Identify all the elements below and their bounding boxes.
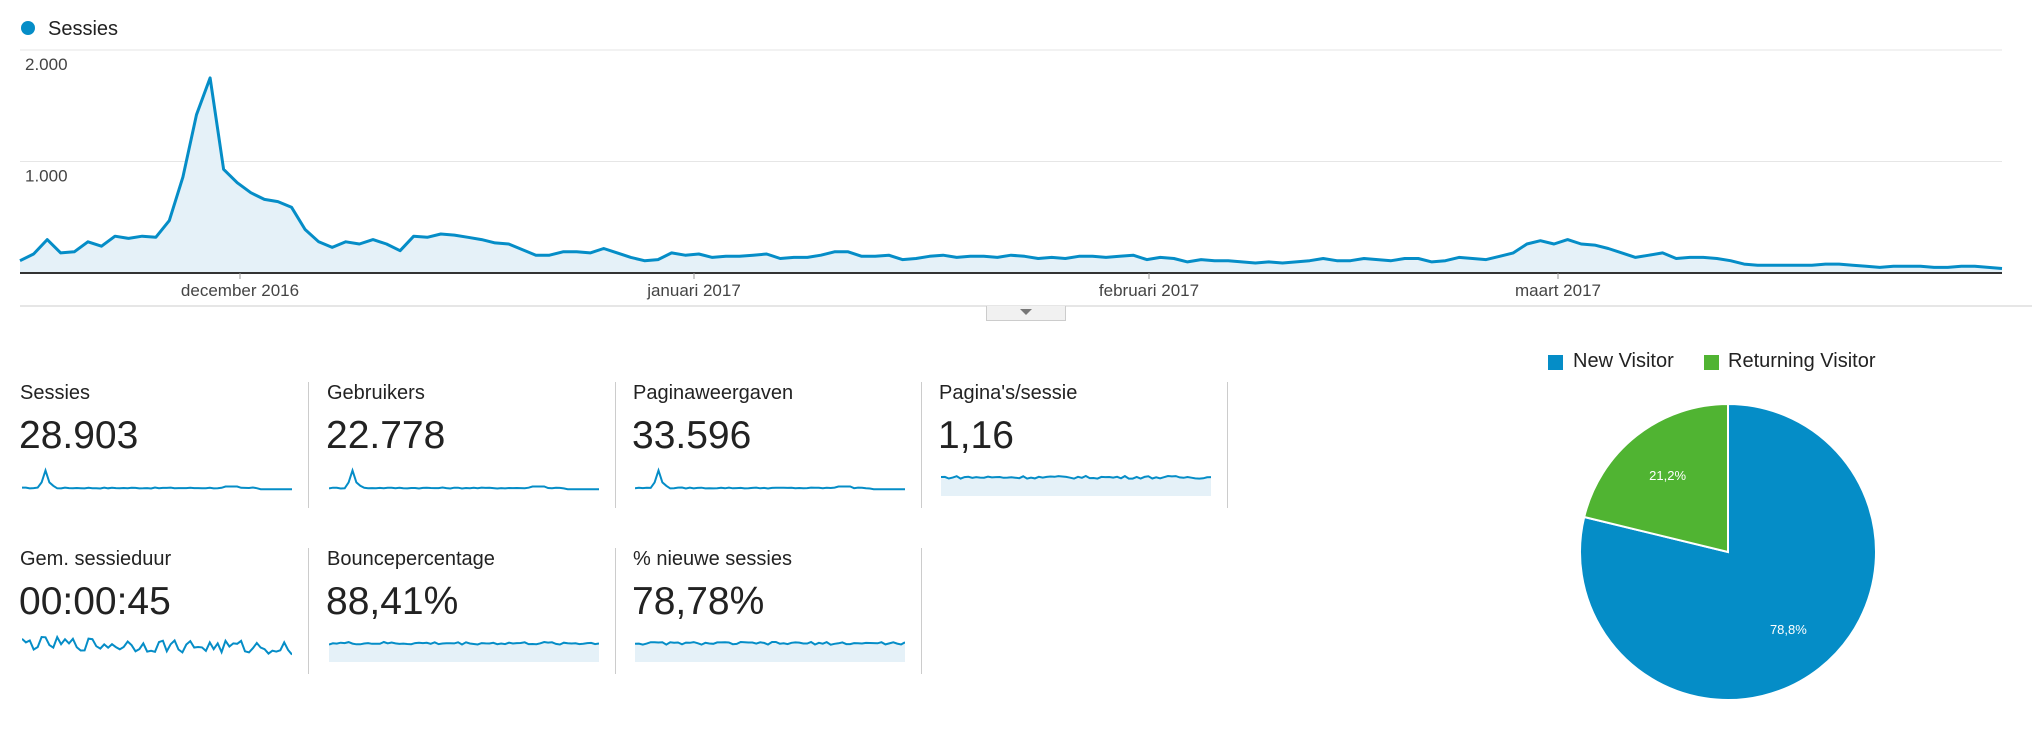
chart-collapse-toggle[interactable] [986, 306, 1066, 321]
metric-tile[interactable]: Pagina's/sessie 1,16 [919, 382, 1225, 508]
pie-slice-label: 78,8% [1770, 622, 1807, 637]
metric-sparkline [329, 640, 599, 662]
metric-value: 1,16 [938, 414, 1014, 457]
x-tick-label: februari 2017 [1099, 281, 1199, 300]
metric-label: Bouncepercentage [327, 548, 495, 570]
metric-sparkline [22, 634, 292, 656]
metric-separator [921, 548, 922, 674]
y-tick-label: 2.000 [25, 55, 68, 74]
legend-swatch-returning-visitor [1704, 355, 1719, 370]
metric-separator [615, 548, 616, 674]
metric-separator [1227, 382, 1228, 508]
legend-new-visitor[interactable]: New Visitor [1573, 350, 1674, 372]
x-tick-label: december 2016 [181, 281, 299, 300]
pie-slice[interactable] [1582, 402, 1729, 554]
metric-sparkline [635, 467, 905, 491]
metric-value: 00:00:45 [19, 580, 171, 623]
metric-label: Paginaweergaven [633, 382, 794, 404]
pie-slice-label: 21,2% [1649, 468, 1686, 483]
metric-tile[interactable]: Gebruikers 22.778 [307, 382, 613, 508]
y-tick-label: 1.000 [25, 167, 68, 186]
sparkline-area [635, 642, 905, 662]
sparkline-line [329, 640, 599, 646]
metric-value: 33.596 [632, 414, 752, 457]
metric-sparkline [941, 474, 1211, 496]
metric-label: Gem. sessieduur [20, 548, 172, 570]
sparkline-line [329, 467, 599, 491]
x-tick-label: januari 2017 [646, 281, 741, 300]
metric-value: 22.778 [326, 414, 446, 457]
y-tick-labels: 2.000 1.000 [25, 55, 68, 186]
sparkline-line [22, 634, 292, 656]
metric-tile[interactable]: Gem. sessieduur 00:00:45 [0, 548, 306, 674]
sessions-area [20, 77, 2002, 274]
chevron-down-icon [1020, 309, 1032, 315]
x-tick-label: maart 2017 [1515, 281, 1601, 300]
legend-returning-visitor[interactable]: Returning Visitor [1728, 350, 1876, 372]
sparkline-area [941, 476, 1211, 496]
sparkline-line [635, 467, 905, 491]
sessions-line [19, 76, 2003, 270]
legend-label[interactable]: Sessies [48, 18, 118, 40]
metric-sparkline [22, 467, 292, 491]
metric-separator [308, 382, 309, 508]
metric-sparkline [329, 467, 599, 491]
legend-swatch-new-visitor [1548, 355, 1563, 370]
sparkline-line [22, 467, 292, 491]
sparkline-area [329, 642, 599, 662]
sparkline-line [635, 640, 905, 646]
sessions-line-chart: Sessies 2.000 1.000 december 2016 januari … [19, 18, 2032, 307]
metric-label: % nieuwe sessies [633, 548, 792, 570]
visitor-type-pie-chart: 78,8% 21,2% [1579, 402, 1877, 701]
metric-tile[interactable]: Bouncepercentage 88,41% [307, 548, 613, 674]
metric-separator [921, 382, 922, 508]
metric-separator [615, 382, 616, 508]
sparkline-line [941, 474, 1211, 480]
metric-value: 28.903 [19, 414, 139, 457]
metric-tile[interactable]: Paginaweergaven 33.596 [613, 382, 919, 508]
metric-sparkline [635, 640, 905, 662]
metric-separator [308, 548, 309, 674]
grid-lines [20, 49, 2002, 162]
metric-label: Gebruikers [327, 382, 425, 404]
x-tick-labels: december 2016 januari 2017 februari 2017 ma… [181, 273, 1601, 300]
metric-label: Sessies [20, 382, 91, 404]
metric-value: 78,78% [632, 580, 765, 623]
metric-tile[interactable]: % nieuwe sessies 78,78% [613, 548, 919, 674]
metric-value: 88,41% [326, 580, 459, 623]
metric-tile[interactable]: Sessies 28.903 [0, 382, 306, 508]
metric-label: Pagina's/sessie [939, 382, 1078, 404]
legend-marker [21, 21, 35, 35]
